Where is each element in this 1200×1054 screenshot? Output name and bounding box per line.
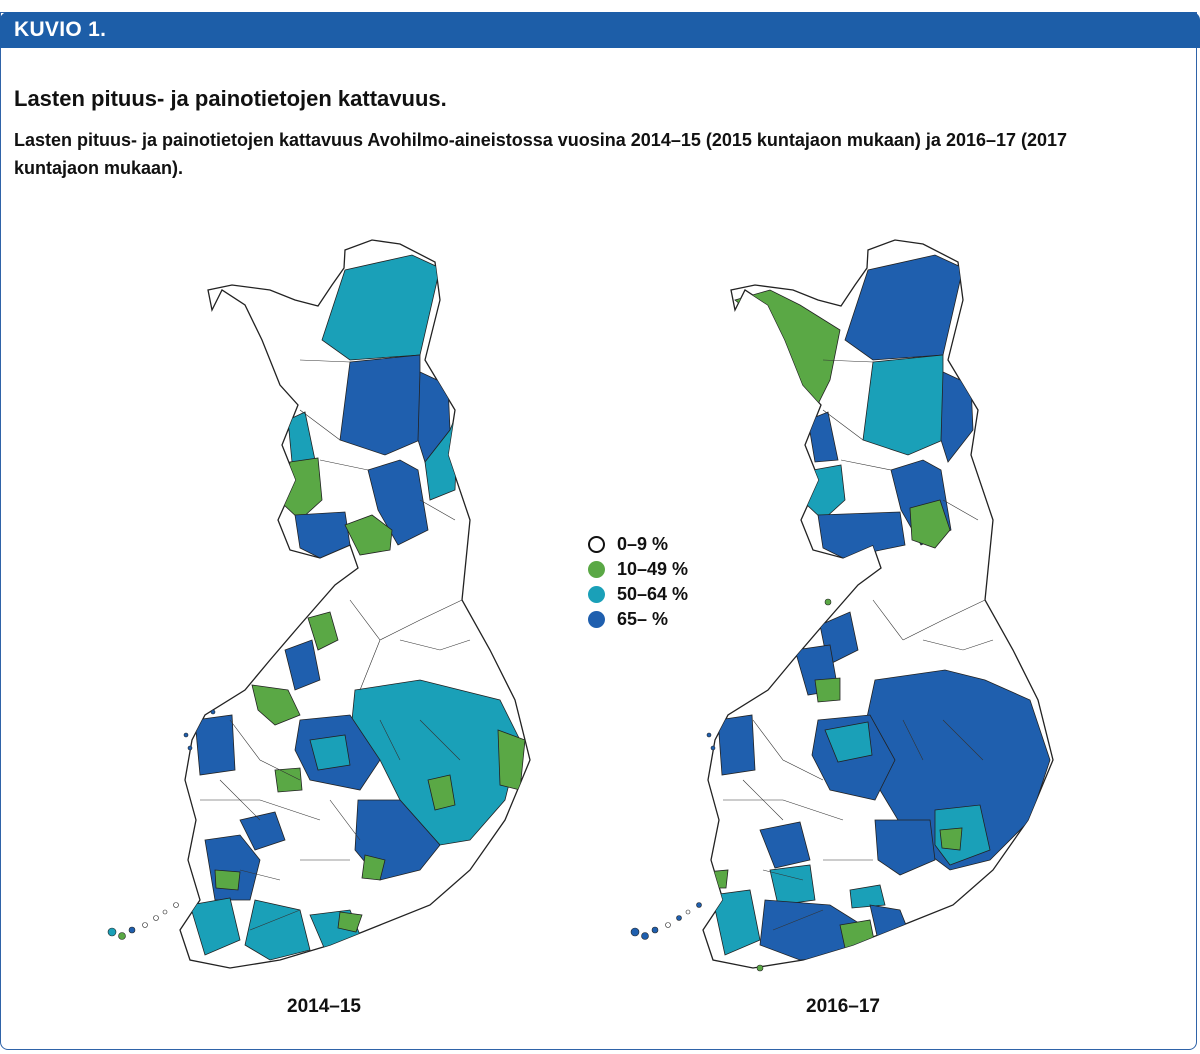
legend-label: 50–64 %: [617, 584, 689, 604]
map-2016-17-borders: [723, 359, 994, 931]
region: [497, 729, 526, 791]
region: [939, 827, 963, 851]
legend-label: 0–9 %: [617, 534, 669, 554]
legend-swatch-green: [588, 561, 605, 578]
legend-label: 10–49 %: [617, 559, 689, 579]
region: [309, 734, 351, 771]
legend: 0–9 % 10–49 % 50–64 % 65– %: [588, 532, 688, 632]
region: [862, 354, 944, 456]
region: [337, 911, 363, 933]
legend-swatch-blue: [588, 611, 605, 628]
map-2016-17-regions: [705, 254, 1051, 961]
region: [909, 499, 951, 549]
region: [189, 897, 241, 956]
region: [934, 804, 991, 866]
region: [759, 821, 811, 869]
map-2016-17-islands: [630, 598, 832, 972]
region: [251, 684, 301, 726]
figure-label: KUVIO 1.: [14, 18, 107, 41]
map-2014-15: [107, 239, 531, 969]
region: [284, 639, 321, 691]
region: [874, 819, 936, 876]
legend-item: 10–49 %: [588, 557, 688, 582]
region: [344, 514, 393, 556]
region: [705, 869, 729, 889]
region: [367, 459, 429, 546]
figure-subtitle: Lasten pituus- ja painotietojen kattavuu…: [14, 130, 1068, 178]
figure-header-bar: KUVIO 1.: [0, 12, 1200, 48]
legend-item: 0–9 %: [588, 532, 688, 557]
legend-swatch-teal: [588, 586, 605, 603]
region: [814, 677, 841, 703]
region: [321, 254, 441, 361]
map-2014-15-borders: [200, 359, 471, 931]
legend-label: 65– %: [617, 609, 669, 629]
region: [717, 714, 756, 776]
legend-swatch-none: [588, 536, 605, 553]
region: [294, 511, 351, 559]
legend-item: 50–64 %: [588, 582, 688, 607]
region: [239, 811, 286, 851]
legend-item: 65– %: [588, 607, 688, 632]
figure-title: Lasten pituus- ja painotietojen kattavuu…: [14, 86, 447, 111]
region: [849, 884, 886, 909]
map-label-2014-15: 2014–15: [287, 996, 361, 1017]
region: [769, 864, 816, 906]
region: [711, 889, 761, 956]
map-2014-15-regions: [189, 254, 526, 961]
region: [214, 869, 241, 891]
map-2016-17: [630, 239, 1054, 972]
region: [427, 774, 456, 811]
region: [807, 411, 839, 463]
region: [274, 767, 303, 793]
region: [244, 899, 311, 961]
region: [339, 354, 421, 456]
region: [361, 854, 386, 881]
region: [844, 254, 964, 361]
map-label-2016-17: 2016–17: [806, 996, 880, 1017]
region: [307, 611, 339, 651]
region: [194, 714, 236, 776]
region: [824, 721, 873, 763]
map-2014-15-islands: [107, 709, 216, 940]
